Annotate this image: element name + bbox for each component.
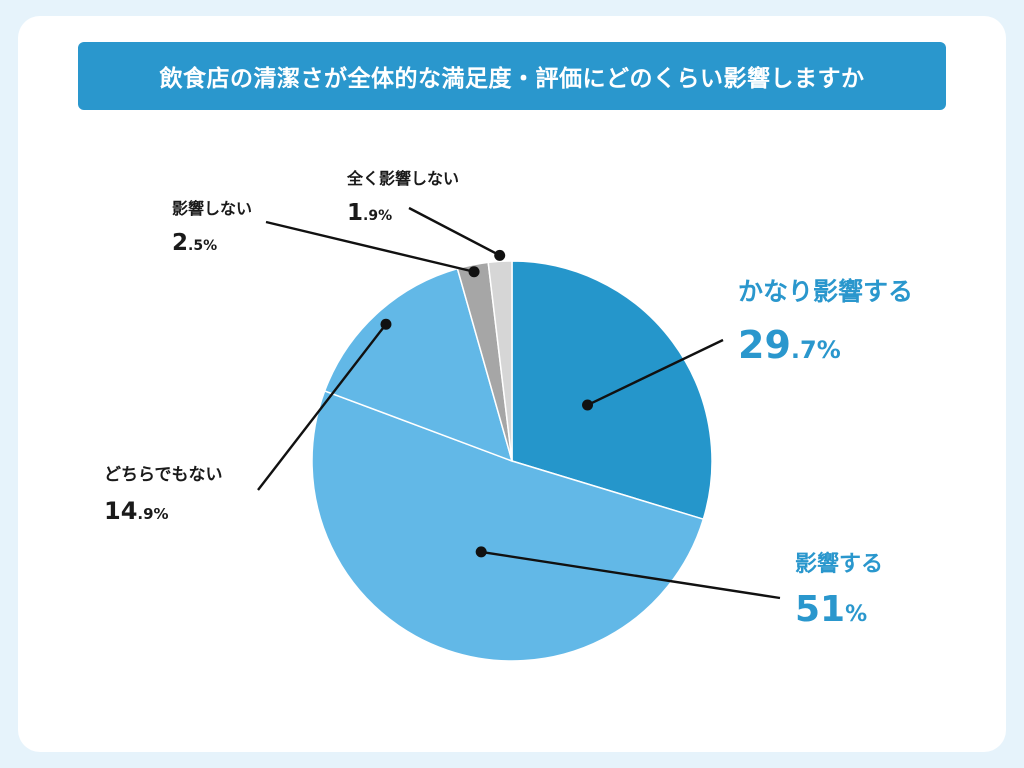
title-bar: 飲食店の清潔さが全体的な満足度・評価にどのくらい影響しますか (78, 42, 946, 110)
slice-value-3: 14.9% (104, 497, 169, 525)
slice-value-4: 2.5% (172, 230, 217, 256)
leader-dot-3 (380, 318, 392, 330)
pie-slice-5 (487, 260, 513, 462)
leader-dot-1 (582, 399, 594, 411)
leader-line-1 (587, 338, 724, 407)
slice-label-2: 影響する (795, 551, 883, 577)
slice-label-1: かなり影響する (738, 277, 913, 306)
leader-line-5 (408, 206, 501, 257)
leader-dot-5 (494, 249, 506, 261)
slice-label-4: 影響しない (172, 199, 252, 218)
leader-line-3 (257, 323, 387, 491)
pie-slice-1 (511, 260, 713, 521)
slice-label-3: どちらでもない (104, 465, 223, 485)
slice-value-2: 51% (795, 589, 867, 630)
pie-slice-2 (311, 389, 705, 662)
slice-value-1: 29.7% (738, 323, 841, 367)
slice-label-5: 全く影響しない (346, 169, 459, 188)
leader-line-4 (265, 220, 475, 273)
slice-value-5: 1.9% (347, 200, 392, 226)
leader-dot-4 (468, 266, 480, 278)
leader-dot-2 (475, 546, 487, 558)
pie-slice-3 (323, 267, 514, 463)
chart-title: 飲食店の清潔さが全体的な満足度・評価にどのくらい影響しますか (159, 66, 865, 92)
leader-line-2 (481, 550, 781, 600)
